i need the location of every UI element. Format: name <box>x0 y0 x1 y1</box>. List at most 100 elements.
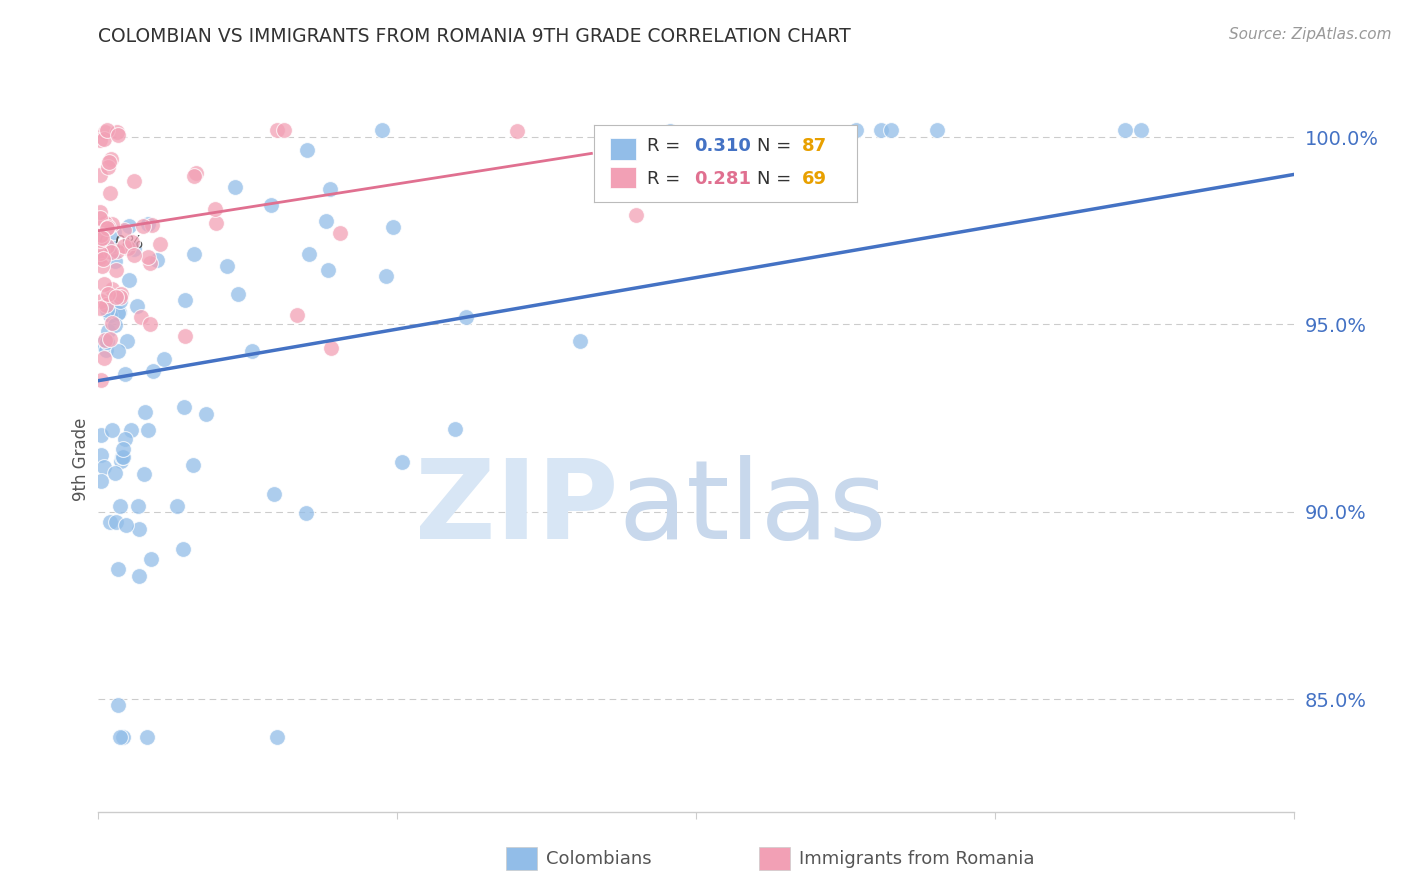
Point <box>112 238 135 252</box>
Point <box>870 122 893 136</box>
Point <box>181 458 204 472</box>
Point <box>97 220 120 235</box>
Point <box>134 405 156 419</box>
Point <box>321 341 343 355</box>
Point <box>105 244 128 258</box>
Point <box>111 450 134 464</box>
Point <box>444 422 467 436</box>
Text: COLOMBIAN VS IMMIGRANTS FROM ROMANIA 9TH GRADE CORRELATION CHART: COLOMBIAN VS IMMIGRANTS FROM ROMANIA 9TH… <box>98 27 851 45</box>
Point <box>183 169 205 183</box>
Point <box>96 122 118 136</box>
Point <box>136 250 159 264</box>
Point <box>98 333 121 347</box>
Point <box>89 245 111 260</box>
Point <box>89 133 111 147</box>
Point <box>124 242 146 256</box>
Point <box>97 287 120 301</box>
Point <box>132 219 155 233</box>
Point <box>110 286 132 301</box>
Point <box>96 238 118 252</box>
Point <box>89 169 111 183</box>
Point <box>112 442 135 456</box>
Point <box>90 293 112 308</box>
Point <box>90 227 112 242</box>
Point <box>91 231 114 245</box>
Point <box>174 329 197 343</box>
Point <box>107 562 129 576</box>
Point <box>128 522 150 536</box>
Point <box>172 542 194 557</box>
Point <box>103 225 125 239</box>
Point <box>132 467 155 482</box>
Point <box>124 173 146 187</box>
Point <box>94 333 117 347</box>
Point <box>120 423 142 437</box>
Point <box>93 351 115 366</box>
Text: Colombians: Colombians <box>546 850 651 868</box>
Point <box>90 373 112 387</box>
Point <box>101 423 124 437</box>
Point <box>115 334 138 348</box>
Point <box>294 506 316 520</box>
Point <box>97 160 120 174</box>
Text: ZIP: ZIP <box>415 455 619 562</box>
Point <box>122 247 145 261</box>
Point <box>131 310 153 325</box>
Point <box>146 252 169 267</box>
Point <box>845 122 868 136</box>
Point <box>108 293 131 308</box>
Point <box>112 730 135 744</box>
Point <box>183 247 205 261</box>
Point <box>91 252 114 267</box>
Point <box>136 217 159 231</box>
Point <box>96 298 118 312</box>
Point <box>149 237 172 252</box>
Point <box>173 293 195 307</box>
Point <box>104 290 127 304</box>
Point <box>142 364 165 378</box>
Point <box>98 154 121 169</box>
Y-axis label: 9th Grade: 9th Grade <box>72 417 90 501</box>
Text: atlas: atlas <box>619 455 887 562</box>
Point <box>107 698 129 713</box>
Point <box>266 122 288 136</box>
Point <box>117 241 139 255</box>
Point <box>98 515 121 529</box>
Point <box>94 125 117 139</box>
Point <box>110 453 132 467</box>
Point <box>139 317 162 331</box>
Point <box>136 423 159 437</box>
Point <box>104 467 127 481</box>
Point <box>186 165 208 179</box>
Point <box>89 211 111 225</box>
Point <box>89 233 111 247</box>
Text: Source: ZipAtlas.com: Source: ZipAtlas.com <box>1229 27 1392 42</box>
Text: Immigrants from Romania: Immigrants from Romania <box>799 850 1033 868</box>
Point <box>100 153 122 167</box>
Point <box>141 218 163 232</box>
Point <box>111 450 134 464</box>
Point <box>613 137 636 152</box>
Point <box>114 432 136 446</box>
Point <box>173 400 195 414</box>
Point <box>101 217 124 231</box>
Point <box>659 124 682 138</box>
Point <box>329 226 352 240</box>
Point <box>100 238 122 252</box>
Point <box>93 132 115 146</box>
Point <box>260 198 283 212</box>
Point <box>315 213 337 227</box>
Point <box>139 552 162 566</box>
Point <box>569 334 592 348</box>
Point <box>90 449 112 463</box>
Point <box>90 428 112 442</box>
Point <box>135 730 157 744</box>
Point <box>93 277 115 292</box>
Point <box>104 262 127 277</box>
Point <box>115 518 138 533</box>
Point <box>118 219 141 233</box>
Point <box>879 122 901 136</box>
Point <box>454 310 477 324</box>
Point <box>90 245 112 260</box>
Point <box>110 499 132 513</box>
